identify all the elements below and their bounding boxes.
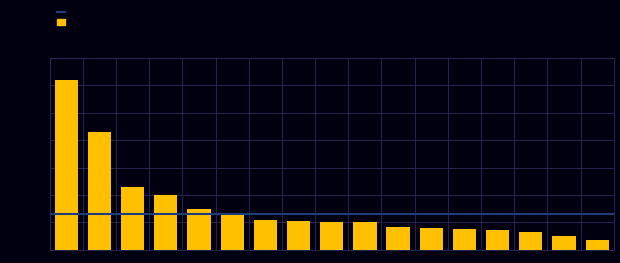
Bar [187,209,211,250]
Bar [287,221,310,250]
Bar [386,227,410,250]
Bar [420,228,443,250]
Bar [519,232,542,250]
Bar [221,213,244,250]
Bar [585,240,609,250]
Bar [254,220,277,250]
Bar [55,80,78,250]
Bar [320,222,343,250]
Bar [353,222,376,250]
Bar [154,195,177,250]
Bar [453,229,476,250]
Bar [486,230,509,250]
Bar [121,187,144,250]
Bar [88,132,111,250]
Bar [552,236,575,250]
Legend: , : , [54,4,71,31]
